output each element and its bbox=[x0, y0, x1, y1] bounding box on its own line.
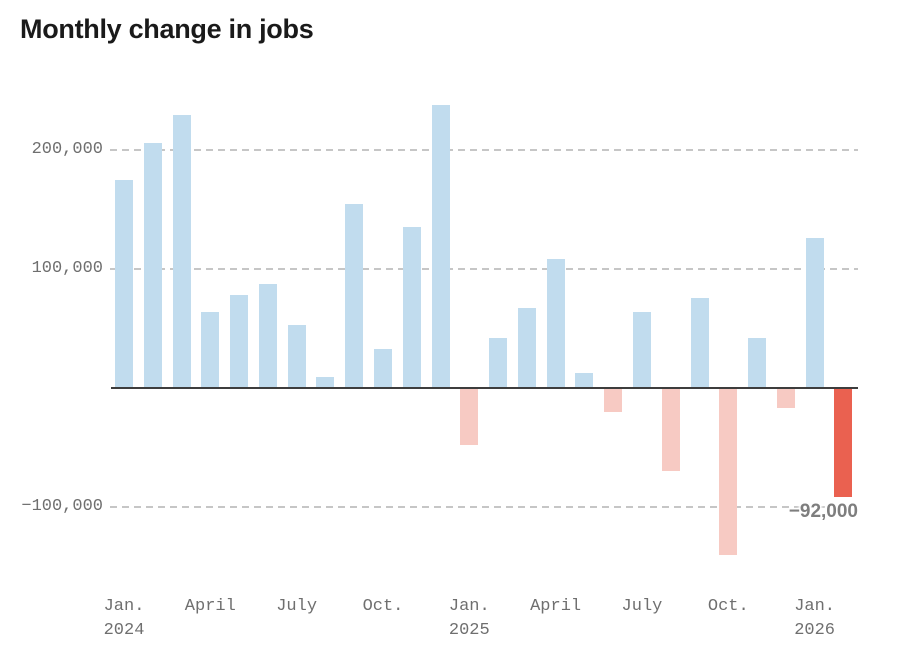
bar-aug-2025 bbox=[661, 388, 680, 472]
x-tick-label-oct-: Oct. bbox=[362, 597, 404, 616]
bar-jan-2025 bbox=[460, 388, 479, 446]
y-tick-label-100000: 100,000 bbox=[31, 259, 103, 278]
bar-june-2025 bbox=[604, 388, 623, 412]
bar-april-2024 bbox=[201, 311, 220, 388]
gridline--100000 bbox=[110, 506, 858, 508]
y-tick-label-200000: 200,000 bbox=[31, 140, 103, 159]
bar-march-2025 bbox=[517, 308, 536, 388]
x-tick-label-jan-2025: Jan. 2025 bbox=[448, 597, 490, 640]
gridline-200000 bbox=[110, 149, 858, 151]
bar-march-2024 bbox=[172, 115, 191, 388]
bar-oct-2024 bbox=[373, 348, 392, 388]
x-tick-label-oct-: Oct. bbox=[707, 597, 749, 616]
chart-title: Monthly change in jobs bbox=[20, 14, 314, 44]
bar-sept-2025 bbox=[690, 297, 709, 388]
x-tick-label-july: July bbox=[276, 597, 318, 616]
x-tick-label-jan-2024: Jan. 2024 bbox=[103, 597, 145, 640]
bar-jan-2026 bbox=[805, 238, 824, 388]
bar-dec-2025 bbox=[776, 388, 795, 409]
x-tick-label-july: July bbox=[621, 597, 663, 616]
x-tick-label-april: April bbox=[530, 597, 582, 616]
bar-nov-2024 bbox=[402, 227, 421, 388]
bar-feb-2026 bbox=[834, 388, 853, 498]
bar-aug-2024 bbox=[316, 377, 335, 388]
bar-feb-2024 bbox=[143, 142, 162, 388]
x-tick-label-april: April bbox=[184, 597, 236, 616]
bar-may-2024 bbox=[230, 295, 249, 388]
bar-april-2025 bbox=[546, 259, 565, 388]
bar-july-2024 bbox=[287, 324, 306, 388]
bar-jan-2024 bbox=[115, 179, 133, 388]
bar-nov-2025 bbox=[748, 338, 767, 388]
bar-feb-2025 bbox=[489, 338, 508, 388]
highlight-value-annotation: −92,000 bbox=[788, 501, 858, 522]
gridline-100000 bbox=[110, 268, 858, 270]
y-tick-label--100000: −100,000 bbox=[21, 497, 103, 516]
bar-june-2024 bbox=[258, 284, 277, 388]
bar-july-2025 bbox=[632, 311, 651, 388]
bar-oct-2025 bbox=[719, 388, 738, 555]
bar-dec-2024 bbox=[431, 104, 450, 388]
zero-axis-line bbox=[111, 387, 858, 389]
bar-sept-2024 bbox=[345, 203, 364, 388]
bar-may-2025 bbox=[575, 372, 594, 388]
x-tick-label-jan-2026: Jan. 2026 bbox=[794, 597, 836, 640]
